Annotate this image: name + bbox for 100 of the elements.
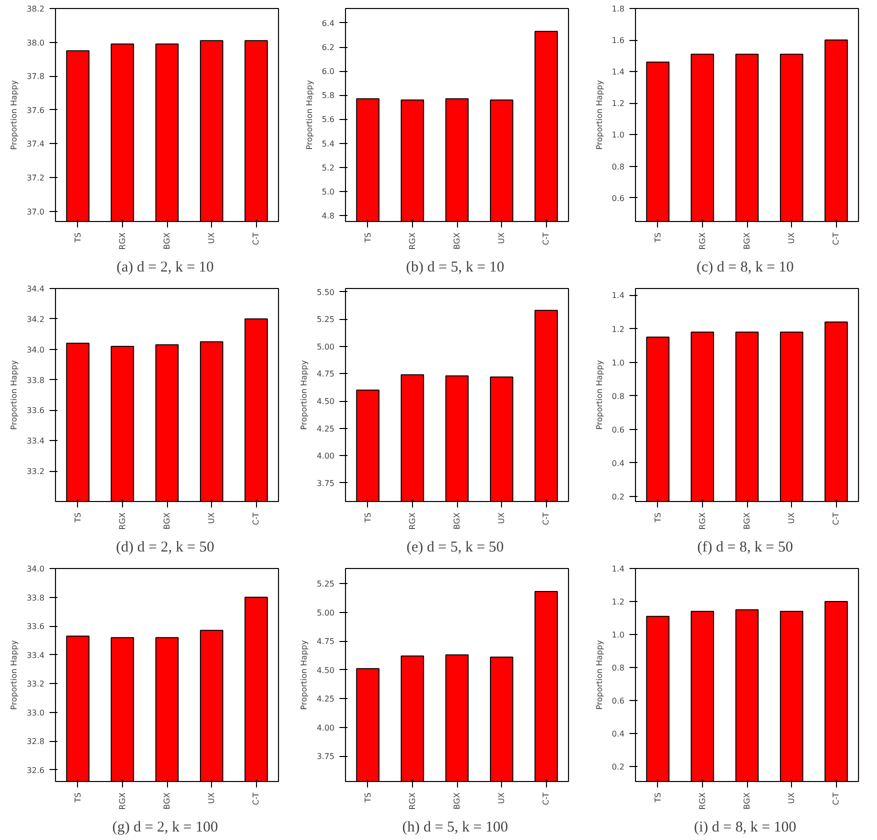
y-tick-label: 1.2 (612, 598, 625, 607)
y-tick-label: 5.00 (316, 342, 334, 352)
y-tick-label: 38.0 (26, 38, 44, 48)
y-tick-label: 6.2 (322, 43, 335, 52)
y-tick-label: 33.2 (26, 680, 44, 689)
y-axis-title: Proportion Happy (304, 80, 314, 150)
y-tick-label: 4.75 (316, 637, 334, 646)
y-tick-label: 5.00 (316, 608, 334, 618)
y-tick-label: 4.50 (316, 666, 334, 675)
y-tick-label: 1.0 (612, 130, 625, 140)
x-tick-label: BGX (742, 792, 752, 810)
y-tick-label: 5.50 (316, 288, 334, 297)
y-tick-label: 4.25 (316, 424, 334, 434)
text: (i) d = 8, k = 100 (694, 820, 796, 836)
y-tick-label: 1.2 (612, 324, 625, 334)
y-tick-label: 32.6 (26, 766, 44, 775)
x-tick-label: TS (653, 232, 662, 244)
y-tick-label: 33.8 (26, 593, 44, 602)
y-tick-label: 1.4 (612, 68, 625, 77)
y-axis-title: Proportion Happy (300, 360, 309, 430)
y-tick-label: 0.4 (612, 458, 625, 468)
text: (d) d = 2, k = 50 (116, 540, 214, 556)
x-tick-label: TS (363, 232, 372, 244)
y-tick-label: 37.2 (26, 174, 44, 183)
x-tick-label: C-T (832, 512, 841, 526)
y-axis-title: Proportion Happy (594, 640, 604, 710)
y-tick-label: 33.2 (26, 467, 44, 476)
text: (b) d = 5, k = 10 (406, 260, 504, 276)
x-tick-label: UX (207, 792, 216, 804)
x-tick-label: BGX (742, 512, 752, 530)
y-tick-label: 37.4 (26, 140, 44, 149)
y-tick-label: 0.8 (612, 392, 625, 401)
x-tick-label: TS (653, 792, 662, 804)
y-tick-label: 1.6 (612, 36, 625, 46)
x-tick-label: RGX (408, 232, 417, 250)
x-tick-label: TS (363, 792, 372, 804)
y-tick-label: 34.0 (26, 345, 44, 354)
y-tick-label: 33.6 (26, 406, 44, 416)
y-tick-label: 32.8 (26, 737, 44, 746)
y-axis-title: Proportion Happy (10, 360, 19, 430)
y-axis-title: Proportion Happy (594, 360, 604, 430)
x-tick-label: TS (653, 512, 662, 524)
y-tick-label: 5.6 (322, 115, 335, 124)
x-tick-label: TS (363, 512, 372, 524)
x-tick-label: BGX (162, 512, 172, 530)
x-tick-label: RGX (118, 232, 127, 250)
x-tick-label: UX (497, 232, 506, 244)
x-tick-label: TS (73, 792, 82, 804)
x-tick-label: BGX (452, 792, 462, 810)
y-tick-label: 5.0 (322, 187, 335, 196)
y-tick-label: 33.4 (26, 436, 44, 446)
x-tick-label: C-T (252, 512, 261, 526)
x-tick-label: UX (497, 512, 506, 524)
x-tick-label: UX (787, 512, 796, 524)
y-tick-label: 33.0 (26, 708, 44, 718)
x-tick-label: RGX (698, 512, 707, 530)
y-tick-label: 4.00 (316, 452, 334, 461)
y-axis-title: Proportion Happy (594, 80, 604, 150)
y-tick-label: 0.8 (612, 664, 625, 673)
y-tick-label: 4.8 (322, 211, 335, 220)
x-tick-label: RGX (118, 512, 127, 530)
x-tick-label: UX (787, 792, 796, 804)
x-tick-label: BGX (742, 232, 752, 250)
x-tick-label: UX (207, 232, 216, 244)
y-tick-label: 3.75 (316, 478, 334, 488)
y-tick-label: 5.25 (316, 315, 334, 324)
y-tick-label: 0.8 (612, 162, 625, 172)
x-tick-label: C-T (252, 232, 261, 246)
text: (c) d = 8, k = 10 (696, 260, 794, 276)
y-tick-label: 37.0 (26, 207, 44, 216)
y-tick-label: 0.4 (612, 730, 625, 739)
x-tick-label: C-T (252, 792, 261, 806)
y-tick-label: 1.4 (612, 291, 625, 300)
x-tick-label: BGX (162, 232, 172, 250)
y-tick-label: 33.8 (26, 376, 44, 385)
y-tick-label: 0.6 (612, 194, 625, 203)
y-tick-label: 1.8 (612, 4, 625, 14)
y-tick-label: 34.2 (26, 314, 44, 324)
y-tick-label: 38.2 (26, 4, 44, 14)
x-tick-label: RGX (698, 792, 707, 810)
x-tick-label: BGX (452, 232, 462, 250)
x-tick-label: UX (207, 512, 216, 524)
y-tick-label: 37.6 (26, 106, 44, 115)
y-tick-label: 0.2 (612, 762, 625, 772)
x-tick-label: C-T (542, 792, 551, 806)
y-tick-label: 33.4 (26, 650, 44, 660)
x-tick-label: BGX (452, 512, 462, 530)
x-tick-label: RGX (118, 792, 127, 810)
x-tick-label: TS (73, 512, 82, 524)
x-tick-label: UX (497, 792, 506, 804)
x-tick-label: UX (787, 232, 796, 244)
text: (e) d = 5, k = 50 (406, 540, 504, 556)
y-tick-label: 0.6 (612, 425, 625, 434)
y-tick-label: 4.75 (316, 370, 334, 379)
y-tick-label: 4.00 (316, 723, 334, 732)
y-tick-label: 5.25 (316, 579, 334, 588)
y-tick-label: 0.6 (612, 696, 625, 706)
y-tick-label: 34.0 (26, 564, 44, 574)
x-tick-label: BGX (162, 792, 172, 810)
y-tick-label: 6.0 (322, 67, 335, 76)
